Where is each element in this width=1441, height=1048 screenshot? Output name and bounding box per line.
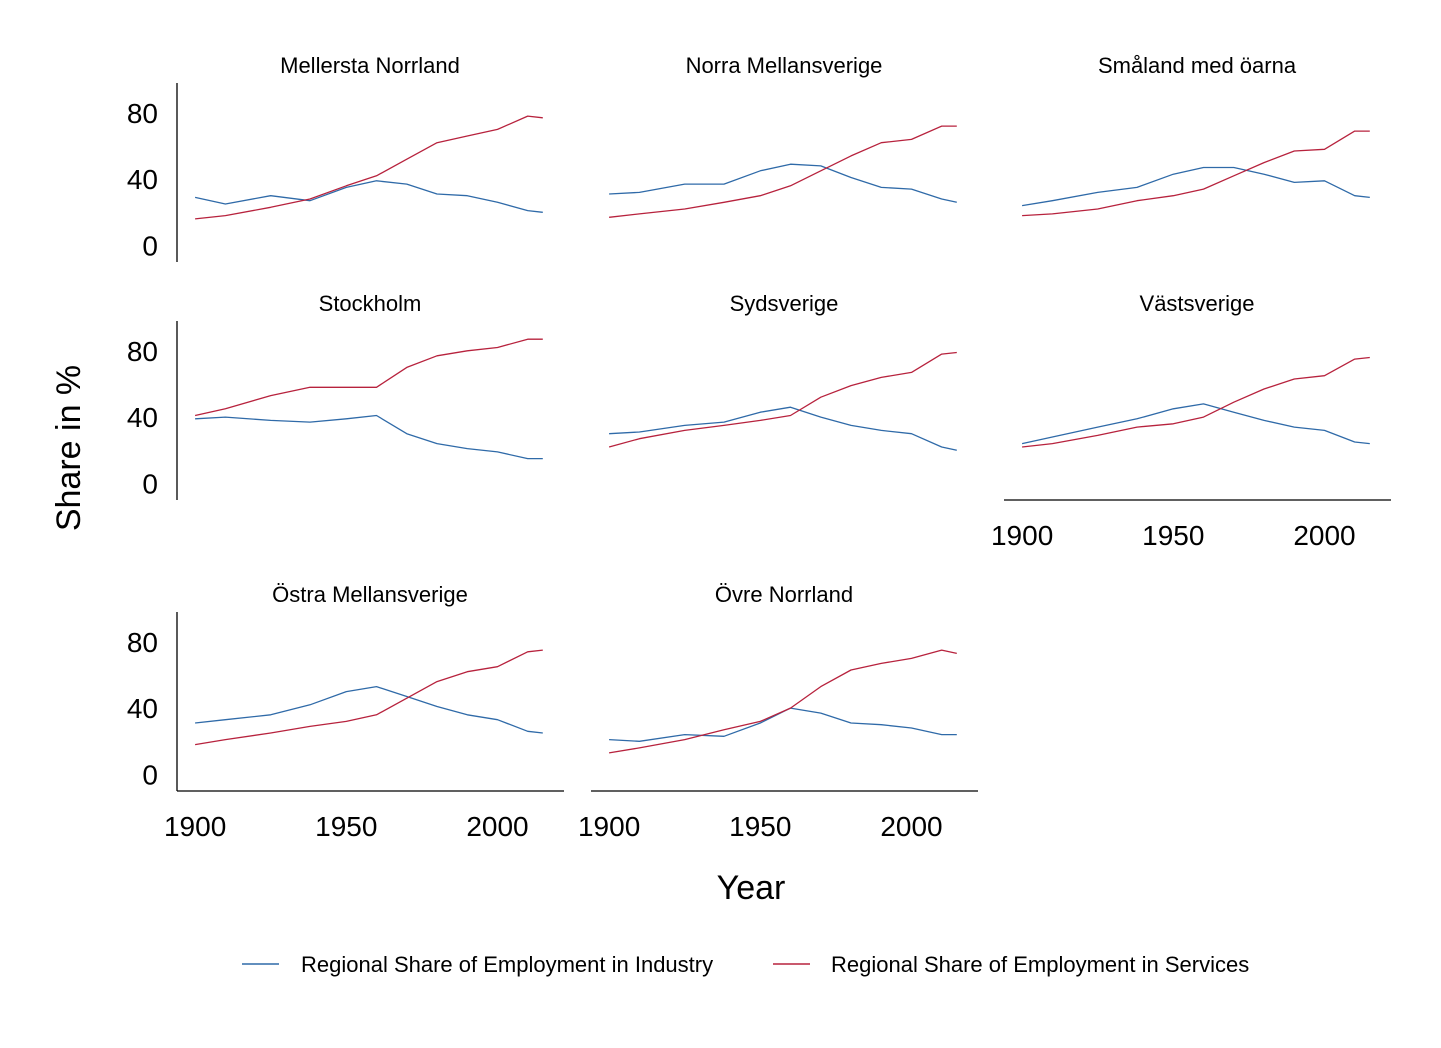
panel-title: Stockholm bbox=[319, 291, 422, 316]
y-tick-label: 80 bbox=[127, 627, 158, 658]
legend-label-industry: Regional Share of Employment in Industry bbox=[301, 952, 713, 977]
panel-title: Östra Mellansverige bbox=[272, 582, 468, 607]
y-tick-label: 40 bbox=[127, 164, 158, 195]
series-line-services bbox=[608, 351, 957, 448]
panel-title: Småland med öarna bbox=[1098, 53, 1297, 78]
series-line-services bbox=[1022, 130, 1370, 217]
series-line-industry bbox=[609, 707, 957, 742]
facet-panels: Mellersta Norrland 0 40 80 Norra Mellansveri… bbox=[127, 53, 1391, 842]
series-line-services bbox=[1022, 356, 1370, 448]
series-line-services bbox=[195, 115, 543, 220]
panel-4: Stockholm 0 40 80 bbox=[127, 291, 543, 500]
x-tick-label: 2000 bbox=[1293, 520, 1355, 551]
x-tick-label: 1900 bbox=[578, 811, 640, 842]
series-line-services bbox=[194, 338, 543, 417]
y-tick-label: 80 bbox=[127, 336, 158, 367]
panel-title: Sydsverige bbox=[730, 291, 839, 316]
panel-8: Övre Norrland 1900 1950 2000 bbox=[578, 582, 978, 842]
panel-title: Mellersta Norrland bbox=[280, 53, 460, 78]
y-tick-label: 0 bbox=[142, 759, 158, 790]
series-line-industry bbox=[195, 685, 543, 734]
x-axis-title: Year bbox=[717, 869, 786, 907]
panel-5: Sydsverige bbox=[608, 291, 957, 451]
y-tick-label: 0 bbox=[142, 230, 158, 261]
y-tick-label: 40 bbox=[127, 402, 158, 433]
x-tick-label: 1950 bbox=[729, 811, 791, 842]
panel-2: Norra Mellansverige bbox=[609, 53, 957, 218]
panel-7: Östra Mellansverige 0 40 80 1900 1950 2000 bbox=[127, 582, 564, 842]
y-axis-title: Share in % bbox=[50, 365, 88, 531]
panel-3: Småland med öarna bbox=[1021, 53, 1370, 217]
series-line-services bbox=[609, 125, 957, 218]
series-line-services bbox=[608, 649, 957, 754]
x-tick-label: 2000 bbox=[880, 811, 942, 842]
series-line-industry bbox=[1021, 403, 1370, 445]
panel-title: Västsverige bbox=[1140, 291, 1255, 316]
series-line-industry bbox=[609, 406, 957, 451]
x-tick-label: 2000 bbox=[466, 811, 528, 842]
y-tick-label: 0 bbox=[142, 468, 158, 499]
series-line-services bbox=[194, 649, 543, 746]
series-line-industry bbox=[609, 163, 957, 203]
series-line-industry bbox=[1021, 166, 1370, 207]
legend-label-services: Regional Share of Employment in Services bbox=[831, 952, 1249, 977]
series-line-industry bbox=[194, 180, 543, 213]
y-tick-label: 80 bbox=[127, 98, 158, 129]
panel-title: Norra Mellansverige bbox=[686, 53, 883, 78]
legend: Regional Share of Employment in Industry… bbox=[242, 952, 1249, 977]
series-line-industry bbox=[195, 414, 543, 460]
x-tick-label: 1900 bbox=[164, 811, 226, 842]
x-tick-label: 1900 bbox=[991, 520, 1053, 551]
panel-1: Mellersta Norrland 0 40 80 bbox=[127, 53, 543, 262]
panel-6: Västsverige 1900 1950 2000 bbox=[991, 291, 1391, 551]
x-tick-label: 1950 bbox=[1142, 520, 1204, 551]
panel-title: Övre Norrland bbox=[715, 582, 853, 607]
x-tick-label: 1950 bbox=[315, 811, 377, 842]
y-tick-label: 40 bbox=[127, 693, 158, 724]
